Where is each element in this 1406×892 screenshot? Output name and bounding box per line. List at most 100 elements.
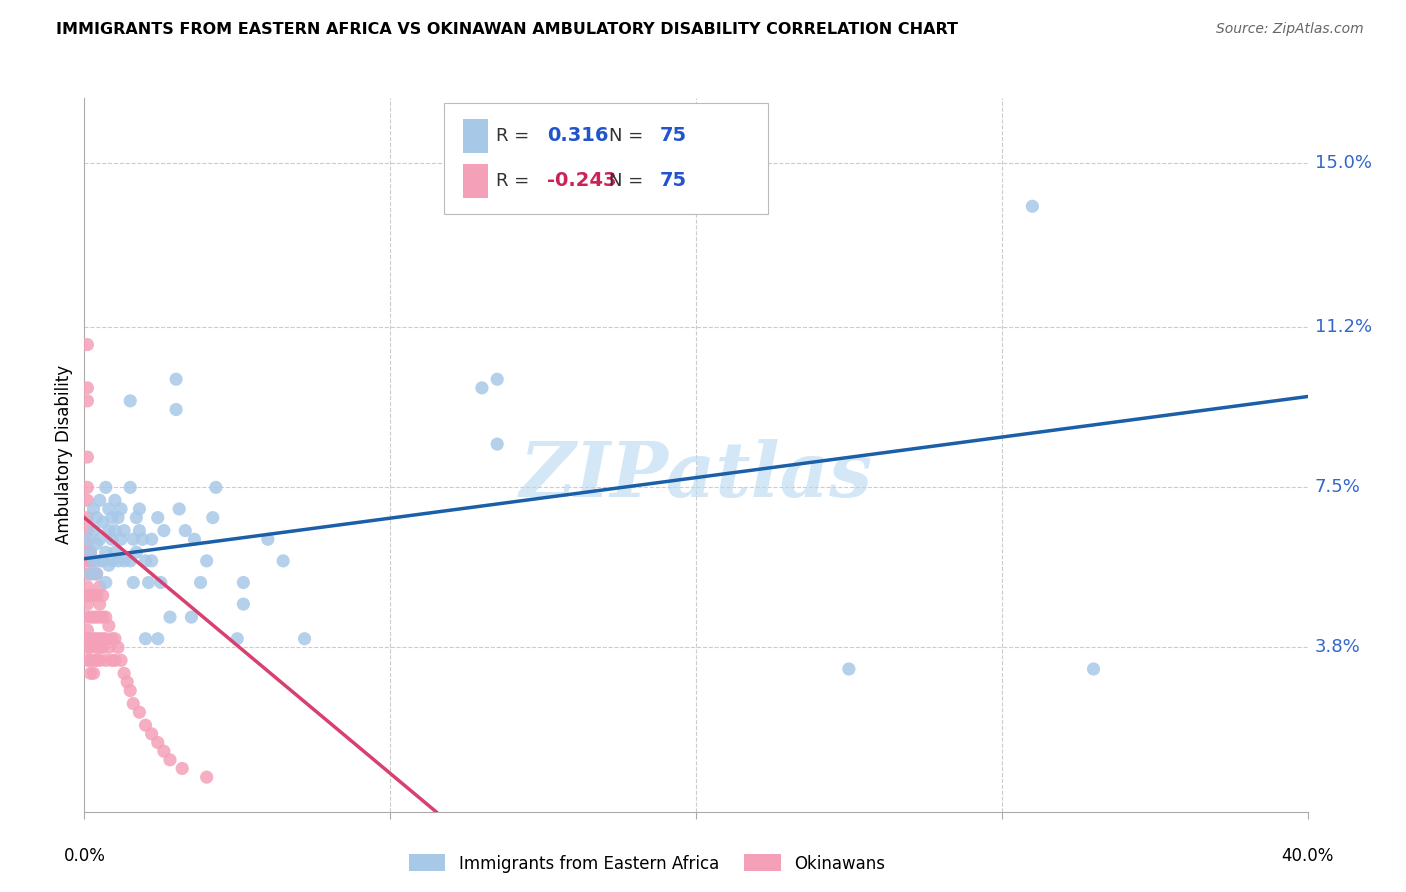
Point — [94, 480, 117, 494]
Point — [86, 566, 108, 581]
Text: R =: R = — [496, 172, 536, 190]
Point — [76, 554, 98, 568]
Point — [89, 533, 111, 547]
Point — [125, 510, 148, 524]
Point — [91, 640, 114, 655]
Point — [86, 640, 108, 655]
Point — [89, 610, 111, 624]
Point — [76, 640, 98, 655]
Text: 7.5%: 7.5% — [1315, 478, 1361, 496]
Point — [195, 554, 218, 568]
Text: IMMIGRANTS FROM EASTERN AFRICA VS OKINAWAN AMBULATORY DISABILITY CORRELATION CHA: IMMIGRANTS FROM EASTERN AFRICA VS OKINAW… — [56, 22, 959, 37]
Point — [76, 623, 98, 637]
Point — [79, 610, 101, 624]
Text: -0.243: -0.243 — [547, 171, 616, 190]
Point — [190, 575, 212, 590]
Point — [153, 524, 176, 538]
Point — [471, 381, 494, 395]
Point — [471, 199, 494, 213]
Point — [86, 566, 108, 581]
Point — [76, 589, 98, 603]
Point — [89, 580, 111, 594]
Point — [486, 372, 509, 386]
Point — [94, 632, 117, 646]
Point — [128, 502, 150, 516]
Point — [141, 727, 163, 741]
Point — [76, 545, 98, 559]
Point — [110, 533, 132, 547]
Point — [232, 575, 254, 590]
Point — [120, 393, 142, 408]
Point — [76, 480, 98, 494]
Point — [153, 744, 176, 758]
Point — [125, 545, 148, 559]
Point — [294, 632, 316, 646]
Point — [79, 589, 101, 603]
Point — [76, 610, 98, 624]
Point — [86, 610, 108, 624]
Point — [89, 554, 111, 568]
Text: ZIPatlas: ZIPatlas — [519, 440, 873, 513]
Point — [159, 753, 181, 767]
Text: 11.2%: 11.2% — [1315, 318, 1372, 336]
Point — [128, 705, 150, 719]
Text: R =: R = — [496, 127, 536, 145]
Point — [76, 653, 98, 667]
Point — [91, 554, 114, 568]
Point — [107, 640, 129, 655]
Point — [94, 545, 117, 559]
Point — [226, 632, 249, 646]
Point — [149, 575, 172, 590]
Point — [135, 554, 157, 568]
Point — [97, 640, 120, 655]
Point — [101, 533, 124, 547]
Point — [1021, 199, 1043, 213]
Point — [91, 515, 114, 529]
Y-axis label: Ambulatory Disability: Ambulatory Disability — [55, 366, 73, 544]
Point — [91, 632, 114, 646]
Point — [86, 632, 108, 646]
Point — [86, 510, 108, 524]
Point — [83, 554, 105, 568]
Point — [110, 653, 132, 667]
Point — [91, 589, 114, 603]
Text: 0.316: 0.316 — [547, 127, 609, 145]
Point — [76, 580, 98, 594]
Point — [146, 510, 169, 524]
Point — [86, 536, 108, 550]
Point — [104, 653, 127, 667]
Point — [79, 666, 101, 681]
Point — [1083, 662, 1105, 676]
Point — [79, 653, 101, 667]
Text: N =: N = — [609, 172, 648, 190]
Point — [83, 653, 105, 667]
Text: 40.0%: 40.0% — [1281, 847, 1334, 865]
Point — [146, 632, 169, 646]
Point — [76, 393, 98, 408]
Point — [141, 533, 163, 547]
Point — [107, 510, 129, 524]
Point — [120, 480, 142, 494]
Point — [79, 632, 101, 646]
Point — [79, 554, 101, 568]
Point — [112, 554, 135, 568]
Point — [89, 493, 111, 508]
Point — [112, 666, 135, 681]
Text: N =: N = — [609, 127, 648, 145]
Point — [89, 632, 111, 646]
Point — [138, 575, 160, 590]
Point — [94, 575, 117, 590]
Point — [97, 619, 120, 633]
Point — [174, 524, 197, 538]
Point — [257, 533, 280, 547]
Point — [183, 533, 205, 547]
Point — [83, 554, 105, 568]
Point — [120, 683, 142, 698]
Point — [83, 610, 105, 624]
Point — [115, 675, 138, 690]
Point — [167, 502, 190, 516]
Point — [159, 610, 181, 624]
Point — [122, 697, 145, 711]
Point — [201, 510, 224, 524]
Text: 15.0%: 15.0% — [1315, 154, 1372, 172]
